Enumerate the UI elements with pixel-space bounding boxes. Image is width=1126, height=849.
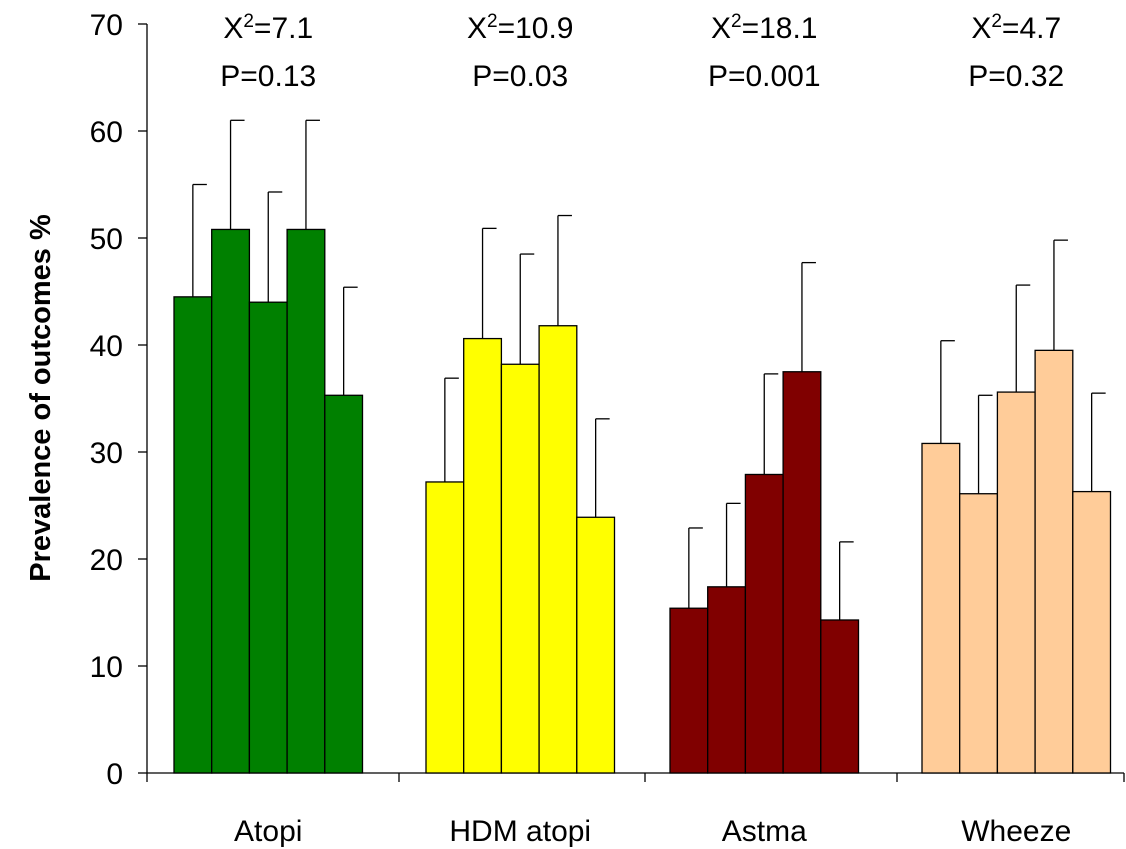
- bar: [463, 337, 503, 774]
- bar: [996, 391, 1036, 774]
- stat-exponent: 2: [991, 11, 1002, 32]
- stat-annotation: X2=7.1: [223, 11, 313, 45]
- p-value-annotation: P=0.13: [220, 60, 316, 93]
- x-category-label: Wheeze: [961, 815, 1071, 848]
- stat-symbol: X: [223, 12, 243, 45]
- stat-annotation: X2=4.7: [971, 11, 1061, 45]
- bar: [538, 325, 578, 774]
- p-value-annotation: P=0.001: [708, 60, 821, 93]
- stat-symbol: X: [711, 12, 731, 45]
- bar: [576, 516, 616, 774]
- stat-value: =7.1: [254, 12, 313, 45]
- stat-annotation: X2=18.1: [711, 11, 818, 45]
- x-category-label: HDM atopi: [449, 815, 591, 848]
- bar: [173, 296, 213, 774]
- y-tick-label: 30: [90, 437, 123, 470]
- stat-value: =10.9: [498, 12, 574, 45]
- bar: [707, 586, 747, 774]
- bar: [782, 371, 822, 774]
- y-tick-label: 50: [90, 223, 123, 256]
- bar: [1072, 490, 1112, 774]
- stat-value: =18.1: [742, 12, 818, 45]
- stat-symbol: X: [467, 12, 487, 45]
- bar: [211, 228, 251, 774]
- x-category-label: Atopi: [234, 815, 302, 848]
- bar: [820, 619, 860, 774]
- p-value-annotation: P=0.32: [968, 60, 1064, 93]
- bar: [959, 493, 999, 774]
- bar: [248, 301, 288, 774]
- p-value-annotation: P=0.03: [472, 60, 568, 93]
- stat-value: =4.7: [1002, 12, 1061, 45]
- bar: [500, 363, 540, 774]
- stat-symbol: X: [971, 12, 991, 45]
- stat-exponent: 2: [243, 11, 254, 32]
- y-tick-label: 0: [106, 758, 123, 791]
- stat-annotation: X2=10.9: [467, 11, 574, 45]
- bar: [744, 473, 784, 774]
- stat-exponent: 2: [731, 11, 742, 32]
- y-axis-label: Prevalence of outcomes %: [25, 214, 57, 582]
- y-tick-label: 20: [90, 544, 123, 577]
- y-tick-label: 10: [90, 651, 123, 684]
- y-tick-label: 40: [90, 330, 123, 363]
- plot-area: 0 10 20 30 40 50 60 70 Prevalence of outcomes % A…: [25, 9, 1125, 848]
- bar: [921, 442, 961, 774]
- bar: [669, 607, 709, 774]
- stat-exponent: 2: [487, 11, 498, 32]
- bar: [1034, 349, 1074, 774]
- x-category-label: Astma: [722, 815, 807, 848]
- bar: [324, 394, 364, 774]
- y-tick-label: 60: [90, 116, 123, 149]
- y-tick-label: 70: [90, 9, 123, 42]
- bar: [286, 228, 326, 774]
- bar: [425, 481, 465, 774]
